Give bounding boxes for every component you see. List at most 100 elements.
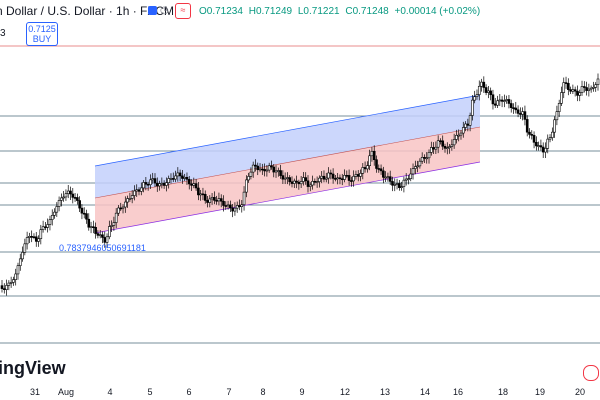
candle-body-188	[430, 147, 433, 153]
clock-icon: ◷	[160, 5, 169, 16]
candle-body-239	[546, 138, 550, 149]
candle-body-122	[279, 170, 282, 176]
candle-body-30	[69, 190, 72, 195]
candle-body-213	[487, 90, 490, 93]
candle-body-166	[379, 168, 383, 172]
candle-body-125	[286, 177, 289, 179]
low-annotation: 0.7837946050691181	[59, 243, 146, 253]
candle-body-19	[44, 226, 47, 229]
candle-body-148	[338, 177, 342, 180]
chart-header: n Dollar / U.S. Dollar · 1h · FXCM ◷ ≈ O…	[0, 0, 600, 22]
candle-body-62	[142, 182, 145, 189]
candle-body-217	[496, 100, 499, 106]
candle-body-7	[16, 265, 20, 275]
ohlc-change: +0.00014 (+0.02%)	[394, 6, 481, 17]
candle-body-25	[57, 200, 61, 207]
candle-body-206	[471, 99, 474, 116]
candle-body-253	[578, 92, 582, 96]
candle-body-201	[459, 132, 463, 136]
candle-body-256	[585, 87, 588, 91]
candle-body-71	[162, 182, 166, 186]
candle-body-70	[160, 182, 164, 185]
candle-body-132	[302, 177, 305, 182]
candle-body-215	[491, 94, 495, 105]
candle-body-254	[580, 86, 584, 93]
candle-body-120	[274, 170, 278, 173]
candle-body-136	[311, 181, 314, 186]
candle-body-190	[434, 146, 438, 150]
ohlc-low: L0.71221	[297, 6, 340, 17]
candle-body-220	[503, 100, 506, 102]
compare-icon[interactable]: ≈	[175, 3, 191, 19]
x-tick-label: 13	[379, 387, 391, 397]
symbol-title[interactable]: n Dollar / U.S. Dollar · 1h · FXCM	[0, 4, 175, 18]
candle-body-251	[573, 89, 577, 92]
ohlc-open: O0.71234	[199, 6, 243, 17]
candle-body-182	[416, 165, 419, 168]
candle-body-0	[0, 285, 4, 289]
candle-body-49	[112, 222, 116, 226]
candle-body-11	[25, 237, 29, 245]
candle-body-146	[334, 178, 337, 180]
candle-body-6	[14, 273, 18, 280]
candle-body-109	[249, 171, 253, 177]
candle-body-108	[247, 176, 250, 181]
candle-body-85	[194, 183, 198, 189]
candle-body-164	[375, 159, 378, 169]
candle-body-128	[292, 180, 296, 184]
channel-upper-band	[95, 95, 480, 198]
candle-body-149	[340, 178, 344, 181]
candle-body-236	[539, 145, 543, 148]
candle-body-83	[190, 183, 193, 186]
candle-body-202	[461, 127, 465, 134]
candle-body-133	[304, 177, 308, 182]
candle-body-227	[519, 113, 522, 115]
candle-body-131	[299, 181, 303, 185]
x-tick-label: 20	[574, 387, 586, 397]
x-tick-label: 19	[534, 387, 546, 397]
candle-body-35	[80, 207, 84, 214]
candle-body-229	[523, 111, 527, 120]
buy-button[interactable]: 0.7125 BUY	[26, 22, 58, 46]
x-tick-label: 4	[107, 387, 113, 397]
candle-body-20	[46, 224, 49, 228]
candle-body-153	[350, 180, 353, 182]
candle-body-141	[322, 175, 326, 180]
candle-body-65	[149, 179, 152, 186]
candle-body-150	[343, 174, 346, 180]
candle-body-167	[382, 170, 385, 178]
candle-body-165	[377, 168, 381, 170]
candle-body-44	[101, 234, 104, 238]
candle-body-116	[265, 169, 269, 172]
x-tick-label: 16	[452, 387, 464, 397]
candle-body-240	[548, 137, 552, 140]
candle-body-12	[28, 236, 31, 238]
candle-body-219	[500, 99, 504, 102]
candle-body-250	[571, 89, 575, 92]
candle-body-203	[464, 123, 467, 128]
candle-body-59	[135, 189, 139, 192]
candle-body-95	[217, 198, 221, 202]
candle-body-257	[587, 88, 591, 91]
candle-body-168	[384, 176, 387, 179]
x-tick-label: 7	[226, 387, 232, 397]
candle-body-181	[414, 166, 417, 169]
candle-body-221	[505, 99, 508, 101]
candle-body-129	[295, 180, 298, 183]
candle-body-117	[267, 165, 271, 171]
candle-body-94	[215, 199, 218, 202]
candle-body-195	[445, 147, 449, 150]
candle-body-118	[270, 165, 273, 168]
candle-body-222	[507, 99, 511, 104]
candle-body-3	[7, 282, 11, 286]
x-tick-label: 31	[29, 387, 41, 397]
candle-body-207	[473, 96, 476, 101]
candle-body-197	[450, 144, 454, 147]
candle-body-50	[114, 212, 118, 223]
candle-body-199	[455, 135, 458, 140]
candle-body-82	[187, 179, 191, 185]
candle-body-63	[144, 182, 148, 185]
candles	[0, 73, 600, 296]
candle-body-92	[210, 197, 214, 200]
